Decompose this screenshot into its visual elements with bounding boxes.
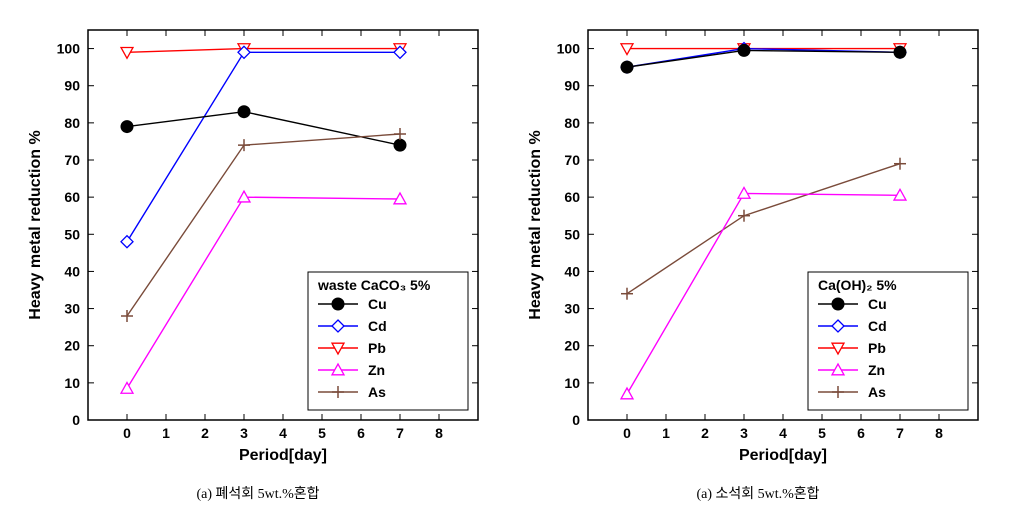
svg-text:0: 0 <box>72 412 80 428</box>
svg-text:40: 40 <box>564 263 580 279</box>
caption-left: (a) 폐석회 5wt.%혼합 <box>196 483 319 503</box>
svg-text:As: As <box>368 384 386 400</box>
svg-text:10: 10 <box>64 375 80 391</box>
svg-text:20: 20 <box>564 338 580 354</box>
svg-text:1: 1 <box>662 425 670 441</box>
charts-container: 0123456780102030405060708090100Period[da… <box>10 10 1006 503</box>
svg-text:60: 60 <box>564 189 580 205</box>
svg-text:Cd: Cd <box>868 318 887 334</box>
svg-text:60: 60 <box>64 189 80 205</box>
svg-text:8: 8 <box>935 425 943 441</box>
svg-text:Heavy metal reduction %: Heavy metal reduction % <box>527 130 544 319</box>
svg-text:100: 100 <box>557 41 581 57</box>
svg-text:4: 4 <box>779 425 787 441</box>
svg-text:20: 20 <box>64 338 80 354</box>
svg-text:Ca(OH)₂ 5%: Ca(OH)₂ 5% <box>818 277 897 293</box>
svg-text:0: 0 <box>623 425 631 441</box>
svg-text:6: 6 <box>357 425 365 441</box>
svg-text:5: 5 <box>818 425 826 441</box>
chart-right: 0123456780102030405060708090100Period[da… <box>518 10 998 475</box>
svg-text:30: 30 <box>564 301 580 317</box>
svg-text:Zn: Zn <box>368 362 385 378</box>
svg-text:As: As <box>868 384 886 400</box>
svg-text:90: 90 <box>64 78 80 94</box>
svg-text:Cu: Cu <box>868 296 887 312</box>
svg-text:100: 100 <box>57 41 81 57</box>
svg-text:50: 50 <box>564 226 580 242</box>
svg-text:0: 0 <box>572 412 580 428</box>
svg-text:30: 30 <box>64 301 80 317</box>
svg-text:Cd: Cd <box>368 318 387 334</box>
svg-text:Pb: Pb <box>368 340 386 356</box>
svg-text:Pb: Pb <box>868 340 886 356</box>
svg-text:3: 3 <box>740 425 748 441</box>
svg-text:2: 2 <box>701 425 709 441</box>
svg-text:1: 1 <box>162 425 170 441</box>
svg-text:0: 0 <box>123 425 131 441</box>
svg-text:90: 90 <box>564 78 580 94</box>
svg-text:Period[day]: Period[day] <box>739 447 827 464</box>
chart-left: 0123456780102030405060708090100Period[da… <box>18 10 498 475</box>
svg-text:40: 40 <box>64 263 80 279</box>
svg-text:70: 70 <box>564 152 580 168</box>
svg-text:8: 8 <box>435 425 443 441</box>
svg-text:5: 5 <box>318 425 326 441</box>
chart-block-right: 0123456780102030405060708090100Period[da… <box>518 10 998 503</box>
svg-text:waste CaCO₃ 5%: waste CaCO₃ 5% <box>317 277 431 293</box>
svg-text:Heavy metal reduction %: Heavy metal reduction % <box>27 130 44 319</box>
svg-text:3: 3 <box>240 425 248 441</box>
svg-text:10: 10 <box>564 375 580 391</box>
svg-text:6: 6 <box>857 425 865 441</box>
svg-text:Period[day]: Period[day] <box>239 447 327 464</box>
svg-text:50: 50 <box>64 226 80 242</box>
svg-text:80: 80 <box>564 115 580 131</box>
svg-text:7: 7 <box>896 425 904 441</box>
chart-block-left: 0123456780102030405060708090100Period[da… <box>18 10 498 503</box>
svg-text:80: 80 <box>64 115 80 131</box>
caption-right: (a) 소석회 5wt.%혼합 <box>696 483 819 503</box>
svg-text:2: 2 <box>201 425 209 441</box>
svg-text:Zn: Zn <box>868 362 885 378</box>
svg-text:70: 70 <box>64 152 80 168</box>
svg-text:Cu: Cu <box>368 296 387 312</box>
svg-text:4: 4 <box>279 425 287 441</box>
svg-text:7: 7 <box>396 425 404 441</box>
